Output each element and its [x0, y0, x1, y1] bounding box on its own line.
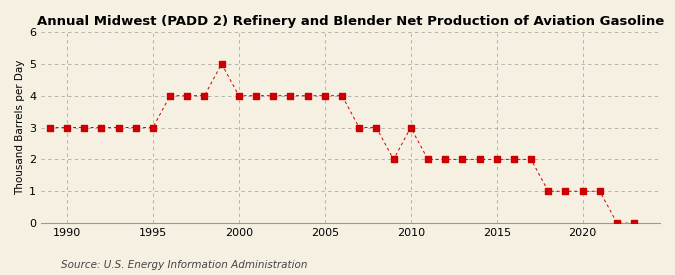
Point — [423, 157, 433, 162]
Point — [371, 125, 382, 130]
Point — [234, 94, 244, 98]
Point — [388, 157, 399, 162]
Point — [491, 157, 502, 162]
Point — [508, 157, 519, 162]
Point — [45, 125, 55, 130]
Point — [319, 94, 330, 98]
Point — [148, 125, 159, 130]
Text: Source: U.S. Energy Information Administration: Source: U.S. Energy Information Administ… — [61, 260, 307, 270]
Point — [577, 189, 588, 194]
Point — [439, 157, 450, 162]
Point — [629, 221, 640, 225]
Point — [457, 157, 468, 162]
Point — [199, 94, 210, 98]
Point — [560, 189, 571, 194]
Point — [526, 157, 537, 162]
Point — [354, 125, 364, 130]
Point — [79, 125, 90, 130]
Point — [61, 125, 72, 130]
Point — [337, 94, 348, 98]
Point — [130, 125, 141, 130]
Point — [285, 94, 296, 98]
Point — [595, 189, 605, 194]
Point — [612, 221, 622, 225]
Point — [474, 157, 485, 162]
Point — [96, 125, 107, 130]
Point — [182, 94, 192, 98]
Point — [113, 125, 124, 130]
Y-axis label: Thousand Barrels per Day: Thousand Barrels per Day — [15, 60, 25, 195]
Point — [216, 62, 227, 66]
Title: Annual Midwest (PADD 2) Refinery and Blender Net Production of Aviation Gasoline: Annual Midwest (PADD 2) Refinery and Ble… — [37, 15, 664, 28]
Point — [302, 94, 313, 98]
Point — [543, 189, 554, 194]
Point — [165, 94, 176, 98]
Point — [250, 94, 261, 98]
Point — [406, 125, 416, 130]
Point — [268, 94, 279, 98]
